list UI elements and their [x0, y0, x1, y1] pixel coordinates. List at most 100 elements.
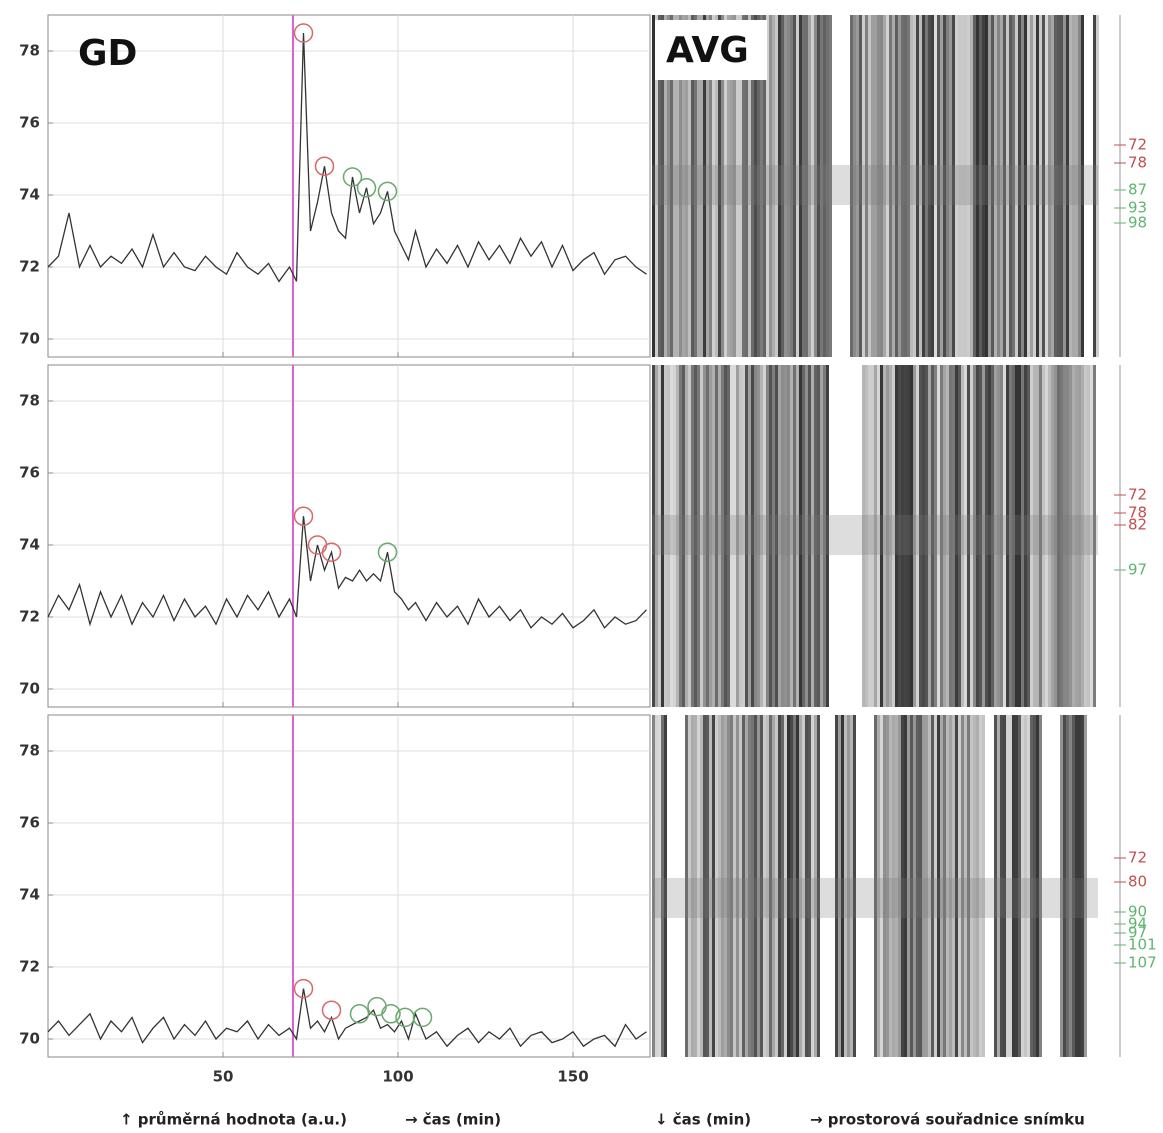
kymo-stripe — [754, 15, 757, 357]
kymo-stripe — [952, 365, 955, 707]
kymo-stripe — [853, 15, 856, 357]
kymo-stripe — [874, 715, 877, 1057]
kymo-stripe — [1075, 365, 1078, 707]
kymo-stripe — [1072, 365, 1075, 707]
kymo-stripe — [931, 715, 934, 1057]
kymo-stripe — [862, 365, 865, 707]
kymograph — [652, 15, 1099, 357]
kymo-stripe — [694, 15, 697, 357]
kymo-stripe — [778, 715, 781, 1057]
kymo-stripe — [1084, 365, 1087, 707]
peak-marker — [342, 167, 363, 187]
kymo-stripe — [1012, 365, 1015, 707]
kymo-stripe — [775, 15, 778, 357]
kymo-stripe — [892, 715, 895, 1057]
kymo-stripe — [751, 15, 754, 357]
label-box — [655, 20, 767, 80]
kymo-stripe — [778, 15, 781, 357]
kymo-stripe — [790, 365, 793, 707]
kymo-stripe — [706, 715, 709, 1057]
peak-marker — [356, 178, 377, 198]
kymo-stripe — [859, 15, 862, 357]
kymo-stripe — [886, 15, 889, 357]
kymo-stripe — [712, 365, 715, 707]
kymo-stripe — [730, 365, 733, 707]
kymo-stripe — [664, 15, 667, 357]
kymo-stripe — [883, 15, 886, 357]
kymo-stripe — [733, 15, 736, 357]
kymo-stripe — [1006, 15, 1009, 357]
kymo-stripe — [685, 715, 688, 1057]
kymo-stripe — [676, 15, 679, 357]
kymo-stripe — [808, 15, 811, 357]
kymo-stripe — [880, 715, 883, 1057]
kymo-stripe — [718, 715, 721, 1057]
kymo-stripe — [736, 15, 739, 357]
kymo-stripe — [919, 715, 922, 1057]
kymo-stripe — [1084, 715, 1087, 1057]
kymo-stripe — [1063, 15, 1066, 357]
kymo-stripe — [901, 365, 904, 707]
kymo-stripe — [796, 15, 799, 357]
kymo-stripe — [925, 365, 928, 707]
data-line — [47, 516, 647, 629]
kymo-stripe — [958, 365, 961, 707]
kymo-stripe — [880, 15, 883, 357]
kymo-stripe — [874, 365, 877, 707]
kymo-stripe — [928, 15, 931, 357]
kymo-stripe — [703, 365, 706, 707]
kymo-stripe — [1051, 15, 1054, 357]
kymo-stripe — [949, 365, 952, 707]
kymo-stripe — [685, 15, 688, 357]
kymo-stripe — [919, 365, 922, 707]
kymo-stripe — [982, 15, 985, 357]
kymo-stripe — [760, 715, 763, 1057]
kymo-stripe — [808, 715, 811, 1057]
kymo-stripe — [943, 715, 946, 1057]
kymo-stripe — [1051, 365, 1054, 707]
kymo-stripe — [1042, 365, 1045, 707]
kymo-stripe — [748, 715, 751, 1057]
kymograph — [652, 365, 1098, 707]
kymo-stripe — [865, 365, 868, 707]
kymo-stripe — [907, 365, 910, 707]
kymo-stripe — [982, 365, 985, 707]
kymo-stripe — [934, 715, 937, 1057]
kymo-stripe — [997, 715, 1000, 1057]
kymo-stripe — [1081, 715, 1084, 1057]
kymo-stripe — [679, 365, 682, 707]
kymo-stripe — [826, 15, 829, 357]
kymo-stripe — [1045, 365, 1048, 707]
kymo-stripe — [703, 715, 706, 1057]
kymo-stripe — [895, 365, 898, 707]
kymo-stripe — [652, 15, 655, 357]
kymo-stripe — [1063, 365, 1066, 707]
kymo-stripe — [772, 715, 775, 1057]
kymo-stripe — [1000, 365, 1003, 707]
kymo-stripe — [727, 715, 730, 1057]
kymo-stripe — [922, 715, 925, 1057]
kymo-stripe — [820, 365, 823, 707]
time-label: 78 — [1128, 154, 1147, 172]
kymo-stripe — [898, 365, 901, 707]
kymo-stripe — [1078, 15, 1081, 357]
kymo-stripe — [784, 365, 787, 707]
kymo-stripe — [811, 365, 814, 707]
kymo-stripe — [937, 15, 940, 357]
kymo-stripe — [736, 365, 739, 707]
kymo-stripe — [793, 365, 796, 707]
kymo-stripe — [967, 365, 970, 707]
kymo-stripe — [964, 715, 967, 1057]
kymo-stripe — [808, 365, 811, 707]
kymo-stripe — [997, 15, 1000, 357]
kymo-stripe — [814, 365, 817, 707]
peak-marker — [412, 1007, 433, 1028]
kymo-stripe — [1075, 15, 1078, 357]
kymo-stripe — [712, 715, 715, 1057]
kymo-stripe — [772, 15, 775, 357]
y-tick-label: 72 — [19, 608, 40, 626]
kymo-stripe — [814, 715, 817, 1057]
kymo-stripe — [1009, 715, 1012, 1057]
kymo-stripe — [1096, 15, 1099, 357]
